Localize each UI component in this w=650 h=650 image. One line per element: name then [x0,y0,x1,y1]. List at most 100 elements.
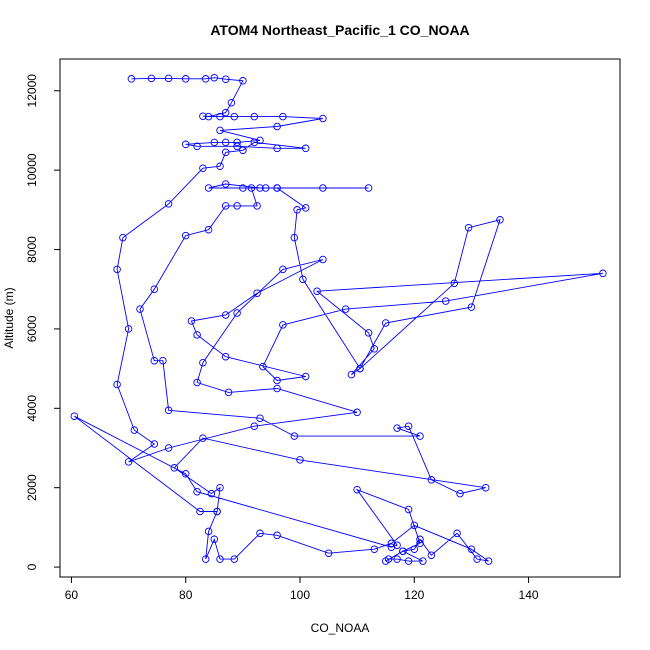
data-point [347,370,356,379]
data-point [279,112,287,121]
data-point [313,287,321,295]
data-point [181,75,190,83]
data-point [250,422,259,430]
plot-frame [59,58,621,578]
data-point [341,305,350,313]
data-point [473,555,481,563]
data-point [364,329,373,337]
data-point [164,444,173,452]
data-point [113,265,121,274]
data-point [416,432,424,440]
data-point [356,364,364,373]
data-point [261,184,270,192]
y-tick-label: 2000 [25,474,39,501]
data-point [119,233,127,242]
data-point [221,138,230,147]
data-point [467,303,476,311]
data-point [124,458,133,466]
data-point [239,77,247,85]
data-point [370,345,379,353]
data-point [130,426,139,434]
data-point [319,255,327,264]
data-point [259,362,267,371]
data-point [164,200,173,208]
data-point [453,529,461,538]
data-point [450,279,459,288]
y-axis: 0 2000 4000 6000 8000 10000 12000 [25,74,60,570]
data-point [221,75,230,83]
data-point [290,432,299,440]
data-point [416,535,424,544]
data-point [127,75,136,83]
data-point [216,162,224,170]
data-point [279,321,287,329]
data-point [227,98,236,107]
data-point [193,378,201,387]
x-tick-label: 60 [65,588,79,602]
data-point [210,138,219,147]
x-tick-label: 100 [290,588,310,602]
data-point [273,184,281,192]
data-point [201,75,210,83]
data-point [199,164,207,172]
data-point [441,297,450,305]
data-point [207,489,216,498]
data-point [210,535,219,544]
data-point [353,485,361,494]
y-tick-label: 10000 [25,153,39,187]
data-point [410,545,419,553]
data-point [370,545,379,553]
data-point [273,144,281,153]
data-point [230,112,239,121]
data-point [199,434,207,442]
x-tick-label: 140 [519,588,539,602]
data-point [221,108,230,117]
data-point [233,142,241,151]
data-point [419,557,427,565]
data-point [393,555,401,563]
x-axis: 60 80 100 120 140 [65,577,539,602]
data-point [273,122,281,131]
y-tick-label: 4000 [25,395,39,422]
data-point [224,388,233,397]
x-tick-label: 80 [179,588,193,602]
data-point [387,539,396,548]
data-point [467,545,476,553]
data-point [216,112,224,121]
data-point [301,372,310,381]
data-point [193,331,201,339]
data-point [201,555,210,563]
data-point [319,114,327,123]
data-point [204,184,213,192]
data-point [216,555,224,563]
x-tick-label: 120 [404,588,424,602]
data-point [239,146,247,155]
data-point [299,275,307,284]
data-point [324,549,333,557]
data-point [384,555,393,563]
data-point [213,507,221,516]
data-point [427,476,436,484]
data-point [181,140,190,149]
y-tick-label: 0 [25,563,39,570]
data-point [221,148,230,157]
data-point [353,408,361,417]
data-point [253,202,261,210]
data-point [233,309,241,317]
data-point [410,521,419,530]
data-point [416,539,424,548]
data-point [221,202,230,210]
data-point [204,225,213,234]
data-point [427,551,436,559]
data-point [147,74,156,83]
data-point [404,557,413,565]
data-point [456,489,464,498]
data-point [113,380,121,389]
data-point [164,74,173,83]
data-point [230,555,239,563]
data-point [290,233,299,242]
data-point [250,112,259,121]
data-point [247,184,256,192]
